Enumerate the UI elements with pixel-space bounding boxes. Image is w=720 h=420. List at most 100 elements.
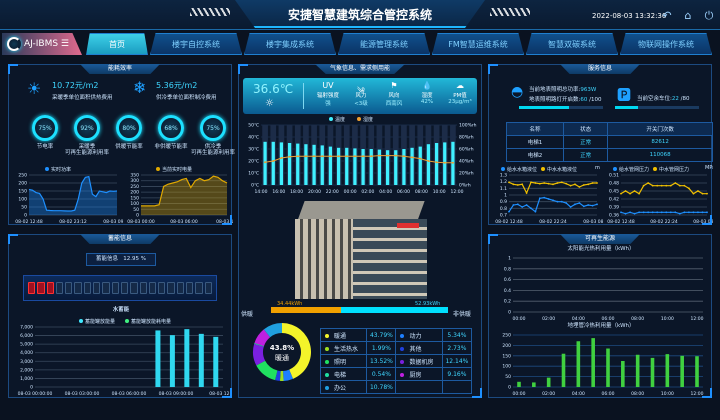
tick-label: 2,000 — [20, 367, 33, 373]
temperature-bar — [263, 141, 267, 185]
tab-3[interactable]: 能源管理系统 — [338, 33, 430, 55]
tick-label: 250 — [502, 333, 511, 339]
给水管网压力-point — [624, 212, 627, 215]
tab-1[interactable]: 楼宇自控系统 — [150, 33, 242, 55]
efficiency-panel: 能耗效率 ☀ 10.72元/m2 采暖季单位面积供热费用 ❄ 5.36元/m2 … — [8, 64, 235, 225]
中水水箱液位-point — [521, 183, 524, 186]
tick-label: 10℃ — [248, 171, 259, 177]
给水水箱液位-point — [521, 206, 524, 208]
ring-gauge-3: 68% 非供暖节能率 — [149, 115, 193, 150]
home-icon[interactable]: ⌂ — [684, 9, 692, 22]
legend-dot — [400, 359, 405, 364]
tick-label: 04:00 — [379, 189, 392, 195]
cooling-cost-label: 供冷季单位面积制冷费用 — [156, 95, 217, 101]
tick-label: 08:00 — [415, 189, 428, 195]
table-row: 生活热水 1.99% 其他 2.73% — [319, 341, 473, 355]
supply-right-label: 非供暖 — [453, 311, 472, 318]
sun-icon: ☼ — [265, 98, 274, 109]
logo[interactable]: AJ-IBMS ☰ — [2, 33, 82, 55]
storage-cell — [130, 282, 138, 294]
table-cell: 电梯1 — [506, 135, 564, 149]
tick-label: 200 — [502, 343, 511, 349]
storage-cell — [158, 282, 166, 294]
storage-bar — [155, 330, 161, 387]
humidity-point — [337, 155, 340, 158]
weather-item-value: 西南风 — [385, 101, 403, 107]
tab-6[interactable]: 物联网操作系统 — [620, 33, 712, 55]
中水水箱液位-point — [565, 182, 568, 185]
panel-title: 能耗效率 — [80, 64, 160, 74]
legend-cell: 数据机房 — [395, 354, 443, 368]
legend-pct: 0.54% — [366, 367, 397, 381]
给水水箱液位-point — [538, 197, 541, 200]
temperature-bar — [271, 141, 275, 185]
tick-label: 08:00 — [631, 391, 644, 397]
给水管网压力-point — [678, 212, 681, 215]
中水水箱液位-point — [530, 181, 532, 184]
temperature-bar — [279, 142, 284, 185]
supply-right-value: 52.93kWh — [415, 301, 441, 307]
humidity-point — [313, 155, 316, 158]
temperature-bar — [345, 147, 349, 185]
temperature-bar — [296, 143, 300, 185]
legend-pct: 1.99% — [366, 341, 397, 355]
parking-car-icon: 🅿 — [617, 88, 631, 104]
tick-label: 08:00 — [631, 316, 644, 322]
donut-slice-照明 — [256, 360, 278, 381]
power-icon[interactable]: ⏻ — [704, 9, 714, 22]
中水管网压力-point — [678, 184, 681, 187]
wind-icon: ༄ — [357, 86, 365, 95]
panel-title: 气象信息、需求侧用能 — [315, 64, 405, 74]
legend-name: 生活热水 — [334, 345, 359, 353]
storage-chart: 0 1,000 2,000 3,000 4,000 5,000 6,000 7,000 08-0… — [18, 305, 231, 397]
给水管网压力-point — [642, 211, 645, 214]
ground-bar — [650, 357, 655, 387]
humidity-point — [321, 155, 324, 158]
tick-label: 0 — [136, 213, 139, 219]
weather-item-value: 42% — [420, 99, 434, 105]
parking-label: 当前空余车位: — [637, 96, 672, 102]
table-header: 名称 — [506, 122, 564, 136]
tick-label: 0%rh — [459, 183, 471, 189]
humidity-point — [296, 155, 299, 158]
tick-label: 08-03 12: — [216, 219, 233, 225]
humidity-point — [353, 155, 356, 158]
tick-label: 350 — [130, 173, 139, 179]
supply-left-value: 34.44kWh — [277, 301, 303, 307]
tab-4[interactable]: FM智慧运维系统 — [432, 33, 524, 55]
parking-total: /80 — [680, 96, 690, 102]
给水水箱液位-point — [534, 210, 537, 213]
tick-label: 0.7 — [500, 213, 507, 219]
tab-5[interactable]: 智慧双碳系统 — [526, 33, 618, 55]
weather-item-value: <3级 — [354, 101, 368, 107]
temperature-bar — [304, 144, 308, 185]
humidity-point — [288, 155, 291, 158]
中水管网压力-point — [651, 184, 654, 187]
legend-marker — [613, 167, 617, 171]
给水水箱液位-point — [560, 200, 563, 203]
legend-name: 照明 — [334, 358, 347, 366]
中水管网压力-point — [638, 192, 641, 195]
donut-slice-暖通 — [282, 323, 311, 379]
中水管网压力-point — [633, 190, 636, 192]
table-cell: 电梯2 — [506, 148, 564, 162]
中水水箱液位-point — [574, 183, 576, 186]
tick-label: 蓄能罐放能量 — [85, 318, 115, 325]
给水管网压力-point — [692, 211, 695, 214]
renewable-panel: 可再生能源 0 0.2 0.4 0.6 0.8 1 00:00 02:00 04:00 06:00… — [488, 234, 712, 398]
humidity-point — [394, 154, 397, 157]
tick-label: 10:00 — [661, 391, 674, 397]
tick-label: 08-02 23:12 — [59, 219, 87, 225]
storage-label: 蓄能信息 — [96, 256, 119, 262]
humidity-line — [265, 155, 453, 164]
storage-bar — [213, 336, 219, 387]
tab-0[interactable]: 首页 — [86, 33, 148, 55]
给水管网压力-point — [620, 211, 622, 214]
中水水箱液位-point — [591, 182, 594, 184]
ring-gauge-1: 92% 采暖季 可再生能源利用率 — [65, 115, 109, 156]
tab-2[interactable]: 楼宇集成系统 — [244, 33, 336, 55]
给水水箱液位-point — [512, 204, 515, 206]
back-icon[interactable]: ↶ — [662, 9, 672, 22]
humidity-point — [345, 155, 348, 158]
ring-value: 92% — [74, 115, 100, 141]
